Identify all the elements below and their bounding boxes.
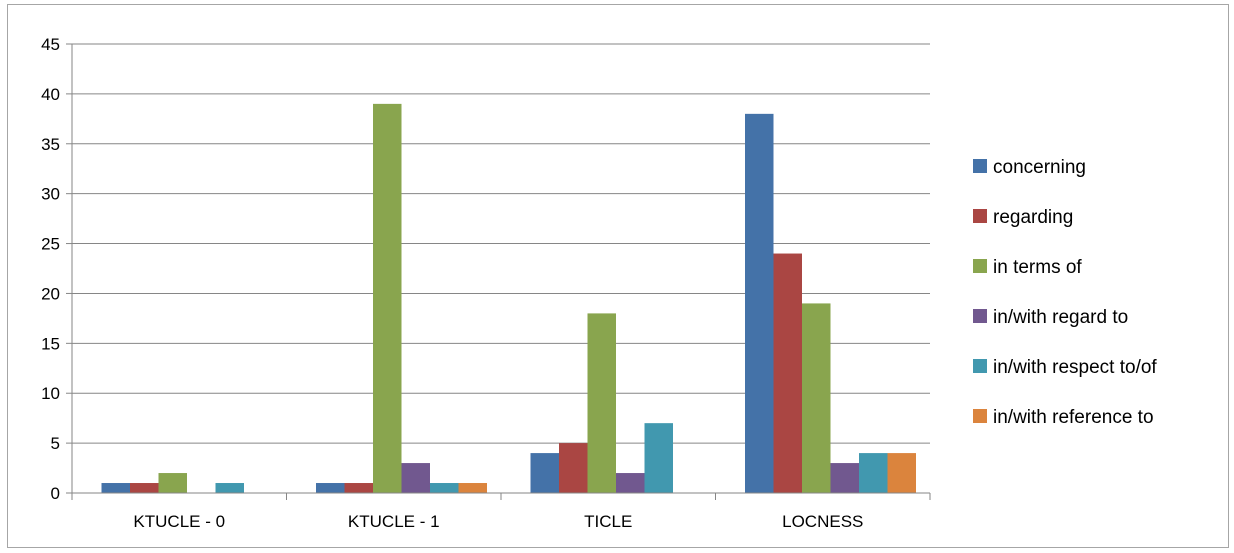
bar (401, 463, 430, 493)
legend-swatch (973, 159, 987, 173)
legend-label: in/with respect to/of (993, 357, 1157, 378)
bar (530, 453, 559, 493)
bar (130, 483, 159, 493)
y-tick-label: 15 (41, 334, 60, 353)
y-tick-label: 30 (41, 185, 60, 204)
bar (430, 483, 459, 493)
y-tick-label: 25 (41, 235, 60, 254)
x-tick-label: LOCNESS (782, 512, 863, 531)
bar (644, 423, 673, 493)
legend-swatch (973, 409, 987, 423)
bar (616, 473, 645, 493)
legend-label: regarding (993, 207, 1073, 228)
y-tick-label: 5 (51, 434, 60, 453)
bar (745, 113, 774, 493)
bar (887, 453, 916, 493)
legend-label: concerning (993, 157, 1086, 178)
bar (316, 483, 345, 493)
legend-swatch (973, 209, 987, 223)
x-tick-label: TICLE (584, 512, 632, 531)
bar (158, 473, 187, 493)
y-tick-label: 20 (41, 284, 60, 303)
legend-swatch (973, 259, 987, 273)
bars (101, 103, 916, 493)
y-tick-label: 10 (41, 384, 60, 403)
legend-label: in/with reference to (993, 407, 1154, 428)
x-tick-labels: KTUCLE - 0 KTUCLE - 1 TICLE LOCNESS (133, 512, 863, 531)
bar (458, 483, 487, 493)
legend-swatch (973, 359, 987, 373)
legend: concerning regarding in terms of in/with re… (973, 157, 1157, 428)
bar (215, 483, 244, 493)
bar (587, 313, 616, 493)
legend-swatch (973, 309, 987, 323)
y-tick-label: 0 (51, 484, 60, 503)
y-tick-label: 45 (41, 35, 60, 54)
bar (373, 103, 402, 493)
y-tick-labels: 0 5 10 15 20 25 30 35 40 45 (41, 35, 60, 503)
bar (859, 453, 888, 493)
y-tick-label: 35 (41, 135, 60, 154)
x-tick-label: KTUCLE - 1 (348, 512, 440, 531)
legend-label: in terms of (993, 257, 1082, 278)
y-tick-label: 40 (41, 85, 60, 104)
bar (773, 253, 802, 493)
bar (830, 463, 859, 493)
bar (802, 303, 831, 493)
axes (66, 43, 931, 500)
x-tick-label: KTUCLE - 0 (133, 512, 225, 531)
bar (559, 443, 588, 493)
bar (101, 483, 130, 493)
legend-label: in/with regard to (993, 307, 1128, 328)
chart-frame (7, 4, 1229, 548)
bar (344, 483, 373, 493)
